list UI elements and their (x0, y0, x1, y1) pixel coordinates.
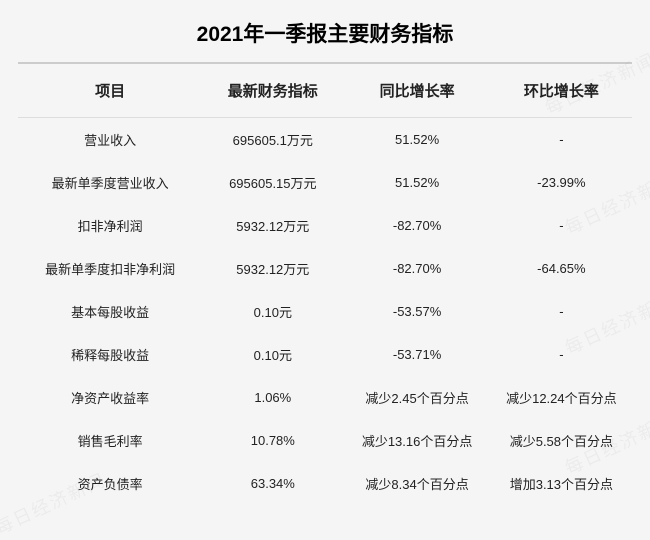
cell-label: 扣非净利润 (18, 216, 202, 235)
cell-yoy: -53.57% (343, 304, 490, 319)
table-row: 营业收入695605.1万元51.52%- (18, 118, 632, 161)
cell-yoy: 51.52% (343, 132, 490, 147)
cell-qoq: - (491, 218, 632, 233)
header-qoq: 环比增长率 (491, 80, 632, 101)
cell-value: 0.10元 (202, 345, 343, 364)
header-yoy: 同比增长率 (343, 80, 490, 101)
cell-qoq: - (491, 304, 632, 319)
cell-label: 最新单季度营业收入 (18, 173, 202, 192)
cell-qoq: 增加3.13个百分点 (491, 474, 632, 493)
cell-value: 695605.15万元 (202, 173, 343, 192)
financial-table-container: 2021年一季报主要财务指标 项目 最新财务指标 同比增长率 环比增长率 营业收… (0, 0, 650, 517)
cell-yoy: -82.70% (343, 218, 490, 233)
cell-label: 营业收入 (18, 130, 202, 149)
table-row: 稀释每股收益0.10元-53.71%- (18, 333, 632, 376)
cell-label: 最新单季度扣非净利润 (18, 259, 202, 278)
cell-value: 5932.12万元 (202, 216, 343, 235)
financial-table: 项目 最新财务指标 同比增长率 环比增长率 营业收入695605.1万元51.5… (0, 64, 650, 505)
cell-qoq: 减少5.58个百分点 (491, 431, 632, 450)
cell-label: 基本每股收益 (18, 302, 202, 321)
cell-value: 695605.1万元 (202, 130, 343, 149)
cell-yoy: 减少2.45个百分点 (343, 388, 490, 407)
cell-label: 稀释每股收益 (18, 345, 202, 364)
table-row: 最新单季度营业收入695605.15万元51.52%-23.99% (18, 161, 632, 204)
cell-label: 净资产收益率 (18, 388, 202, 407)
page-title: 2021年一季报主要财务指标 (18, 0, 632, 64)
cell-qoq: -64.65% (491, 261, 632, 276)
cell-qoq: - (491, 132, 632, 147)
cell-value: 0.10元 (202, 302, 343, 321)
cell-qoq: -23.99% (491, 175, 632, 190)
cell-yoy: 减少13.16个百分点 (343, 431, 490, 450)
table-row: 销售毛利率10.78%减少13.16个百分点减少5.58个百分点 (18, 419, 632, 462)
cell-label: 销售毛利率 (18, 431, 202, 450)
table-header-row: 项目 最新财务指标 同比增长率 环比增长率 (18, 64, 632, 118)
cell-qoq: - (491, 347, 632, 362)
table-row: 资产负债率63.34%减少8.34个百分点增加3.13个百分点 (18, 462, 632, 505)
cell-value: 63.34% (202, 476, 343, 491)
cell-yoy: -82.70% (343, 261, 490, 276)
cell-value: 1.06% (202, 390, 343, 405)
cell-label: 资产负债率 (18, 474, 202, 493)
table-row: 基本每股收益0.10元-53.57%- (18, 290, 632, 333)
table-row: 净资产收益率1.06%减少2.45个百分点减少12.24个百分点 (18, 376, 632, 419)
cell-yoy: 51.52% (343, 175, 490, 190)
cell-yoy: 减少8.34个百分点 (343, 474, 490, 493)
cell-value: 10.78% (202, 433, 343, 448)
cell-qoq: 减少12.24个百分点 (491, 388, 632, 407)
cell-yoy: -53.71% (343, 347, 490, 362)
header-item: 项目 (18, 80, 202, 101)
header-latest: 最新财务指标 (202, 80, 343, 101)
table-row: 扣非净利润5932.12万元-82.70%- (18, 204, 632, 247)
table-row: 最新单季度扣非净利润5932.12万元-82.70%-64.65% (18, 247, 632, 290)
cell-value: 5932.12万元 (202, 259, 343, 278)
